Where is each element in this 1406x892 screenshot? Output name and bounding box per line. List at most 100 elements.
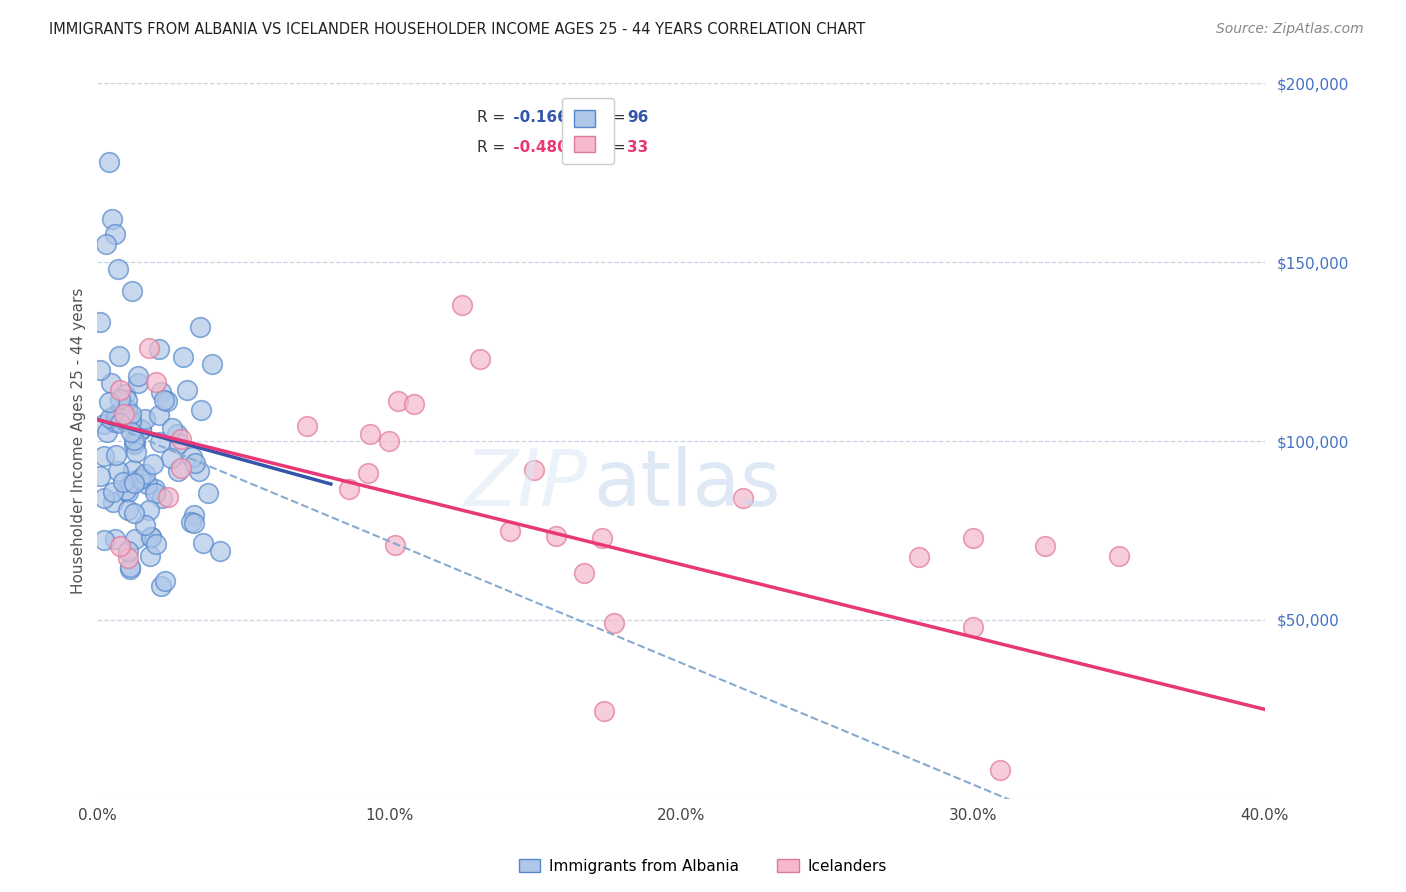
Point <box>183 508 205 523</box>
Point <box>169 460 191 475</box>
Point <box>359 426 381 441</box>
Point <box>122 437 145 451</box>
Point <box>201 357 224 371</box>
Text: Source: ZipAtlas.com: Source: ZipAtlas.com <box>1216 22 1364 37</box>
Text: IMMIGRANTS FROM ALBANIA VS ICELANDER HOUSEHOLDER INCOME AGES 25 - 44 YEARS CORRE: IMMIGRANTS FROM ALBANIA VS ICELANDER HOU… <box>49 22 866 37</box>
Text: R =: R = <box>477 140 510 155</box>
Point <box>89 468 111 483</box>
Point <box>153 392 176 407</box>
Point <box>591 531 613 545</box>
Point <box>105 408 128 422</box>
Text: -0.480: -0.480 <box>508 140 568 155</box>
Point <box>122 433 145 447</box>
Point <box>125 445 148 459</box>
Point <box>187 464 209 478</box>
Point <box>98 155 121 169</box>
Point <box>96 425 118 440</box>
Point <box>93 533 115 547</box>
Point <box>120 414 142 428</box>
Point <box>108 539 131 553</box>
Point <box>143 485 166 500</box>
Point <box>139 549 162 563</box>
Point <box>124 506 146 520</box>
Point <box>117 503 139 517</box>
Point <box>197 485 219 500</box>
Point <box>523 463 546 477</box>
Point <box>153 574 176 588</box>
Point <box>131 470 153 484</box>
Point <box>145 537 167 551</box>
Point <box>134 467 156 481</box>
Point <box>1033 539 1056 553</box>
Point <box>907 549 929 564</box>
Point <box>988 763 1011 777</box>
Point <box>120 425 142 439</box>
Point <box>962 620 984 634</box>
Point <box>159 450 181 465</box>
Point <box>134 517 156 532</box>
Point <box>122 476 145 491</box>
Point <box>129 422 152 436</box>
Point <box>104 408 127 422</box>
Point <box>89 363 111 377</box>
Point <box>962 531 984 545</box>
Point <box>733 491 755 505</box>
Point <box>108 383 131 397</box>
Y-axis label: Householder Income Ages 25 - 44 years: Householder Income Ages 25 - 44 years <box>72 288 86 594</box>
Point <box>150 491 173 505</box>
Point <box>162 421 184 435</box>
Point <box>166 427 188 442</box>
Point <box>148 343 170 357</box>
Point <box>574 566 596 581</box>
Point <box>121 284 143 298</box>
Point <box>104 227 127 241</box>
Point <box>172 350 194 364</box>
Point <box>356 466 378 480</box>
Point <box>93 417 115 431</box>
Point <box>89 315 111 329</box>
Point <box>188 320 211 334</box>
Point <box>295 418 318 433</box>
Point <box>112 407 135 421</box>
Point <box>110 392 132 407</box>
Point <box>128 472 150 486</box>
Point <box>180 515 202 529</box>
Point <box>93 491 115 505</box>
Point <box>145 483 167 497</box>
Point <box>157 491 180 505</box>
Point <box>167 464 190 478</box>
Point <box>118 562 141 576</box>
Point <box>114 386 136 401</box>
Text: atlas: atlas <box>593 446 780 522</box>
Point <box>208 544 231 558</box>
Point <box>97 394 120 409</box>
Point <box>124 532 146 546</box>
Point <box>183 516 205 531</box>
Point <box>142 457 165 471</box>
Point <box>94 237 117 252</box>
Point <box>451 298 474 312</box>
Point <box>115 392 138 407</box>
Point <box>100 376 122 391</box>
Point <box>603 615 626 630</box>
Point <box>169 432 191 446</box>
Point <box>124 435 146 450</box>
Point <box>117 543 139 558</box>
Point <box>150 579 173 593</box>
Point <box>120 559 142 574</box>
Text: ZIP: ZIP <box>464 446 588 522</box>
Point <box>139 530 162 544</box>
Point <box>103 494 125 508</box>
Point <box>404 397 426 411</box>
Point <box>135 476 157 491</box>
Point <box>176 383 198 397</box>
Point <box>110 417 132 431</box>
Point <box>181 450 204 464</box>
Point <box>499 524 522 538</box>
Point <box>115 483 138 497</box>
Point <box>127 368 149 383</box>
Point <box>127 376 149 391</box>
Point <box>592 704 614 718</box>
Point <box>156 394 179 409</box>
Point <box>337 482 360 496</box>
